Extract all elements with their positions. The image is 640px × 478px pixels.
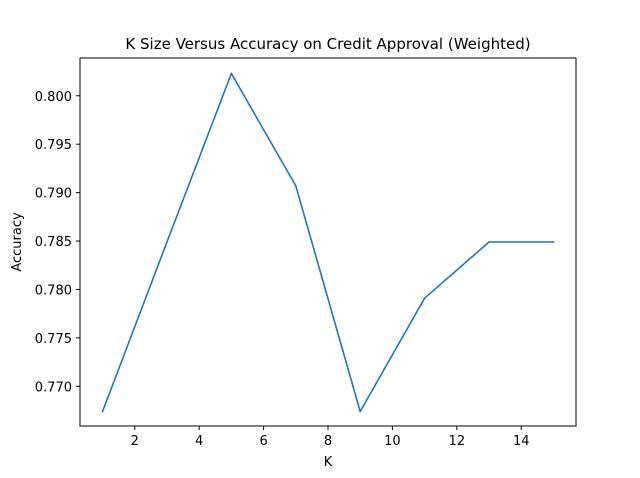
y-tick-label: 0.800 bbox=[35, 90, 72, 105]
plot-frame bbox=[79, 57, 577, 427]
series-line bbox=[101, 72, 555, 413]
x-tick-label: 14 bbox=[513, 434, 530, 449]
data-point bbox=[423, 297, 426, 299]
x-axis-label: K bbox=[324, 455, 333, 470]
x-tick-label: 12 bbox=[449, 434, 466, 449]
data-point bbox=[488, 241, 490, 243]
data-point bbox=[294, 185, 297, 187]
y-tick-label: 0.790 bbox=[35, 187, 72, 202]
x-axis-ticks: 2 4 6 8 10 12 14 bbox=[131, 426, 530, 449]
x-tick-label: 2 bbox=[131, 434, 139, 449]
y-tick-label: 0.775 bbox=[35, 332, 72, 347]
data-point bbox=[230, 72, 233, 75]
y-tick-label: 0.770 bbox=[35, 380, 72, 395]
y-tick-label: 0.785 bbox=[35, 235, 72, 250]
y-tick-label: 0.795 bbox=[35, 138, 72, 153]
data-point bbox=[101, 410, 104, 413]
chart-title: K Size Versus Accuracy on Credit Approva… bbox=[125, 35, 530, 53]
x-tick-label: 6 bbox=[259, 434, 267, 449]
y-axis-label: Accuracy bbox=[10, 212, 25, 272]
x-tick-label: 8 bbox=[324, 434, 332, 449]
data-point bbox=[166, 241, 168, 243]
data-point bbox=[552, 241, 555, 243]
y-tick-label: 0.780 bbox=[35, 283, 72, 298]
x-tick-label: 4 bbox=[195, 434, 203, 449]
x-tick-label: 10 bbox=[384, 434, 401, 449]
y-axis-ticks: 0.770 0.775 0.780 0.785 0.790 0.795 0.800 bbox=[35, 90, 80, 395]
series-group bbox=[101, 72, 555, 413]
data-point bbox=[359, 410, 362, 413]
